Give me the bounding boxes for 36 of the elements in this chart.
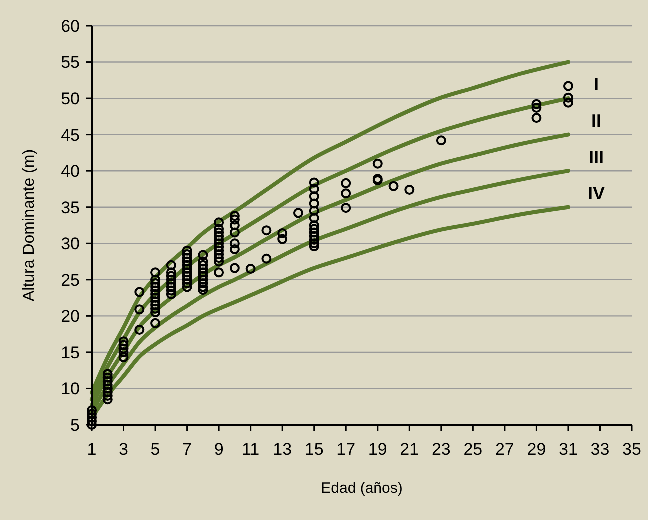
annotation: IV <box>588 184 605 204</box>
x-tick-label: 21 <box>400 440 420 459</box>
y-tick-label: 45 <box>61 126 80 145</box>
y-tick-label: 50 <box>61 89 80 108</box>
x-tick-label: 17 <box>336 440 356 459</box>
x-tick-label: 19 <box>368 440 388 459</box>
x-axis-title: Edad (años) <box>321 480 403 497</box>
annotation: II <box>591 110 602 131</box>
x-tick-label: 27 <box>495 440 514 459</box>
x-tick-label: 33 <box>590 440 610 459</box>
y-tick-label: 15 <box>61 343 80 362</box>
x-tick-label: 1 <box>87 440 97 459</box>
x-tick-label: 23 <box>432 440 451 459</box>
x-tick-label: 11 <box>242 440 260 459</box>
x-tick-label: 25 <box>464 440 483 459</box>
x-tick-label: 13 <box>273 440 292 459</box>
y-tick-label: 20 <box>61 307 80 326</box>
y-tick-label: 25 <box>61 270 80 290</box>
y-tick-label: 30 <box>61 234 80 254</box>
y-tick-label: 60 <box>61 16 80 36</box>
y-tick-label: 40 <box>61 162 80 182</box>
x-tick-label: 5 <box>150 440 160 459</box>
x-tick-label: 29 <box>527 440 546 459</box>
annotation: I <box>594 74 599 95</box>
y-tick-label: 10 <box>61 380 80 399</box>
x-tick-label: 15 <box>304 440 324 459</box>
y-tick-label: 5 <box>70 416 80 435</box>
y-tick-label: 35 <box>61 198 80 218</box>
x-tick-label: 9 <box>214 440 224 459</box>
x-tick-label: 3 <box>119 440 128 459</box>
x-tick-label: 7 <box>182 440 192 459</box>
x-tick-label: 35 <box>622 440 642 459</box>
y-axis-title: Altura Dominante (m) <box>21 149 38 302</box>
annotation: III <box>588 147 604 168</box>
y-tick-label: 55 <box>61 53 80 72</box>
x-tick-label: 31 <box>559 440 578 459</box>
